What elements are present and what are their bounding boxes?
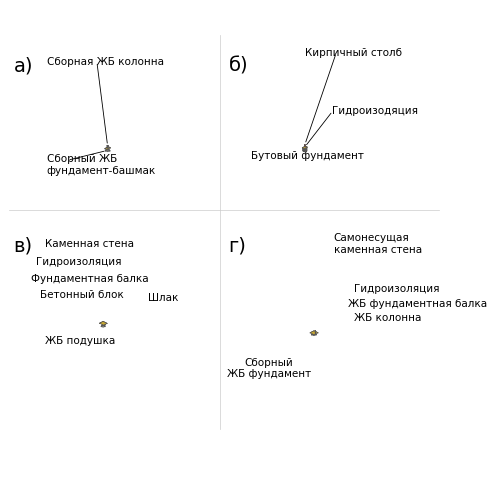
Polygon shape	[107, 148, 108, 149]
Polygon shape	[101, 325, 103, 327]
Polygon shape	[105, 147, 110, 150]
Polygon shape	[102, 324, 104, 325]
Polygon shape	[101, 325, 105, 327]
Polygon shape	[304, 145, 306, 146]
Polygon shape	[304, 146, 305, 148]
Text: а): а)	[14, 56, 33, 76]
Polygon shape	[302, 146, 307, 149]
Polygon shape	[103, 325, 105, 327]
Polygon shape	[312, 332, 316, 334]
Polygon shape	[310, 331, 318, 334]
Polygon shape	[106, 149, 108, 150]
Polygon shape	[305, 147, 306, 148]
Polygon shape	[105, 147, 108, 149]
Polygon shape	[302, 146, 308, 148]
Text: ЖБ колонна: ЖБ колонна	[354, 313, 422, 323]
Polygon shape	[107, 148, 108, 150]
Text: ЖБ фундаментная балка: ЖБ фундаментная балка	[348, 299, 487, 309]
Polygon shape	[312, 332, 316, 334]
Polygon shape	[102, 323, 105, 325]
Text: Самонесущая
каменная стена: Самонесущая каменная стена	[334, 233, 422, 254]
Polygon shape	[302, 146, 306, 148]
Polygon shape	[104, 324, 105, 325]
Polygon shape	[305, 144, 306, 146]
Text: Гидроизоляция: Гидроизоляция	[354, 284, 440, 294]
Polygon shape	[312, 332, 316, 335]
Polygon shape	[103, 322, 107, 324]
Polygon shape	[314, 334, 316, 335]
Text: Сборный ЖБ
фундамент-башмак: Сборный ЖБ фундамент-башмак	[46, 154, 156, 176]
Polygon shape	[314, 333, 316, 334]
Polygon shape	[101, 322, 105, 325]
Text: Гидроизодяция: Гидроизодяция	[332, 106, 418, 116]
Polygon shape	[100, 322, 103, 324]
Polygon shape	[105, 150, 108, 152]
Polygon shape	[304, 144, 305, 146]
Polygon shape	[304, 144, 306, 145]
Text: Кирпичный столб: Кирпичный столб	[305, 48, 402, 58]
Polygon shape	[105, 150, 110, 152]
Polygon shape	[107, 146, 108, 148]
Text: Гидроизоляция: Гидроизоляция	[36, 256, 121, 266]
Text: Фундаментная балка: Фундаментная балка	[32, 274, 149, 283]
Polygon shape	[312, 332, 316, 334]
Text: в): в)	[14, 236, 32, 255]
Polygon shape	[305, 145, 306, 146]
Polygon shape	[302, 146, 306, 148]
Text: Сборная ЖБ колонна: Сборная ЖБ колонна	[46, 56, 164, 66]
Polygon shape	[304, 147, 306, 148]
Polygon shape	[306, 146, 308, 148]
Polygon shape	[305, 146, 306, 148]
Polygon shape	[103, 324, 104, 326]
Text: Бетонный блок: Бетонный блок	[40, 290, 124, 300]
Polygon shape	[306, 146, 307, 148]
Polygon shape	[102, 322, 105, 325]
Text: г): г)	[228, 236, 246, 255]
Polygon shape	[102, 324, 103, 326]
Text: б): б)	[228, 56, 248, 76]
Polygon shape	[108, 149, 109, 150]
Polygon shape	[312, 333, 314, 334]
Polygon shape	[100, 322, 107, 325]
Polygon shape	[108, 150, 110, 152]
Polygon shape	[304, 147, 305, 148]
Polygon shape	[304, 145, 305, 146]
Text: Шлак: Шлак	[148, 292, 178, 302]
Polygon shape	[312, 333, 316, 334]
Polygon shape	[103, 324, 104, 326]
Polygon shape	[312, 332, 316, 334]
Polygon shape	[310, 331, 314, 333]
Polygon shape	[304, 146, 306, 147]
Polygon shape	[312, 332, 316, 334]
Polygon shape	[312, 334, 314, 335]
Text: ЖБ подушка: ЖБ подушка	[45, 336, 115, 346]
Text: Сборный
ЖБ фундамент: Сборный ЖБ фундамент	[227, 358, 311, 379]
Polygon shape	[102, 324, 103, 326]
Polygon shape	[108, 147, 110, 148]
Polygon shape	[106, 149, 109, 150]
Text: Каменная стена: Каменная стена	[45, 238, 134, 248]
Polygon shape	[102, 324, 104, 326]
Polygon shape	[101, 323, 105, 325]
Polygon shape	[312, 334, 316, 336]
Polygon shape	[314, 331, 318, 333]
Text: Бутовый фундамент: Бутовый фундамент	[251, 151, 364, 161]
